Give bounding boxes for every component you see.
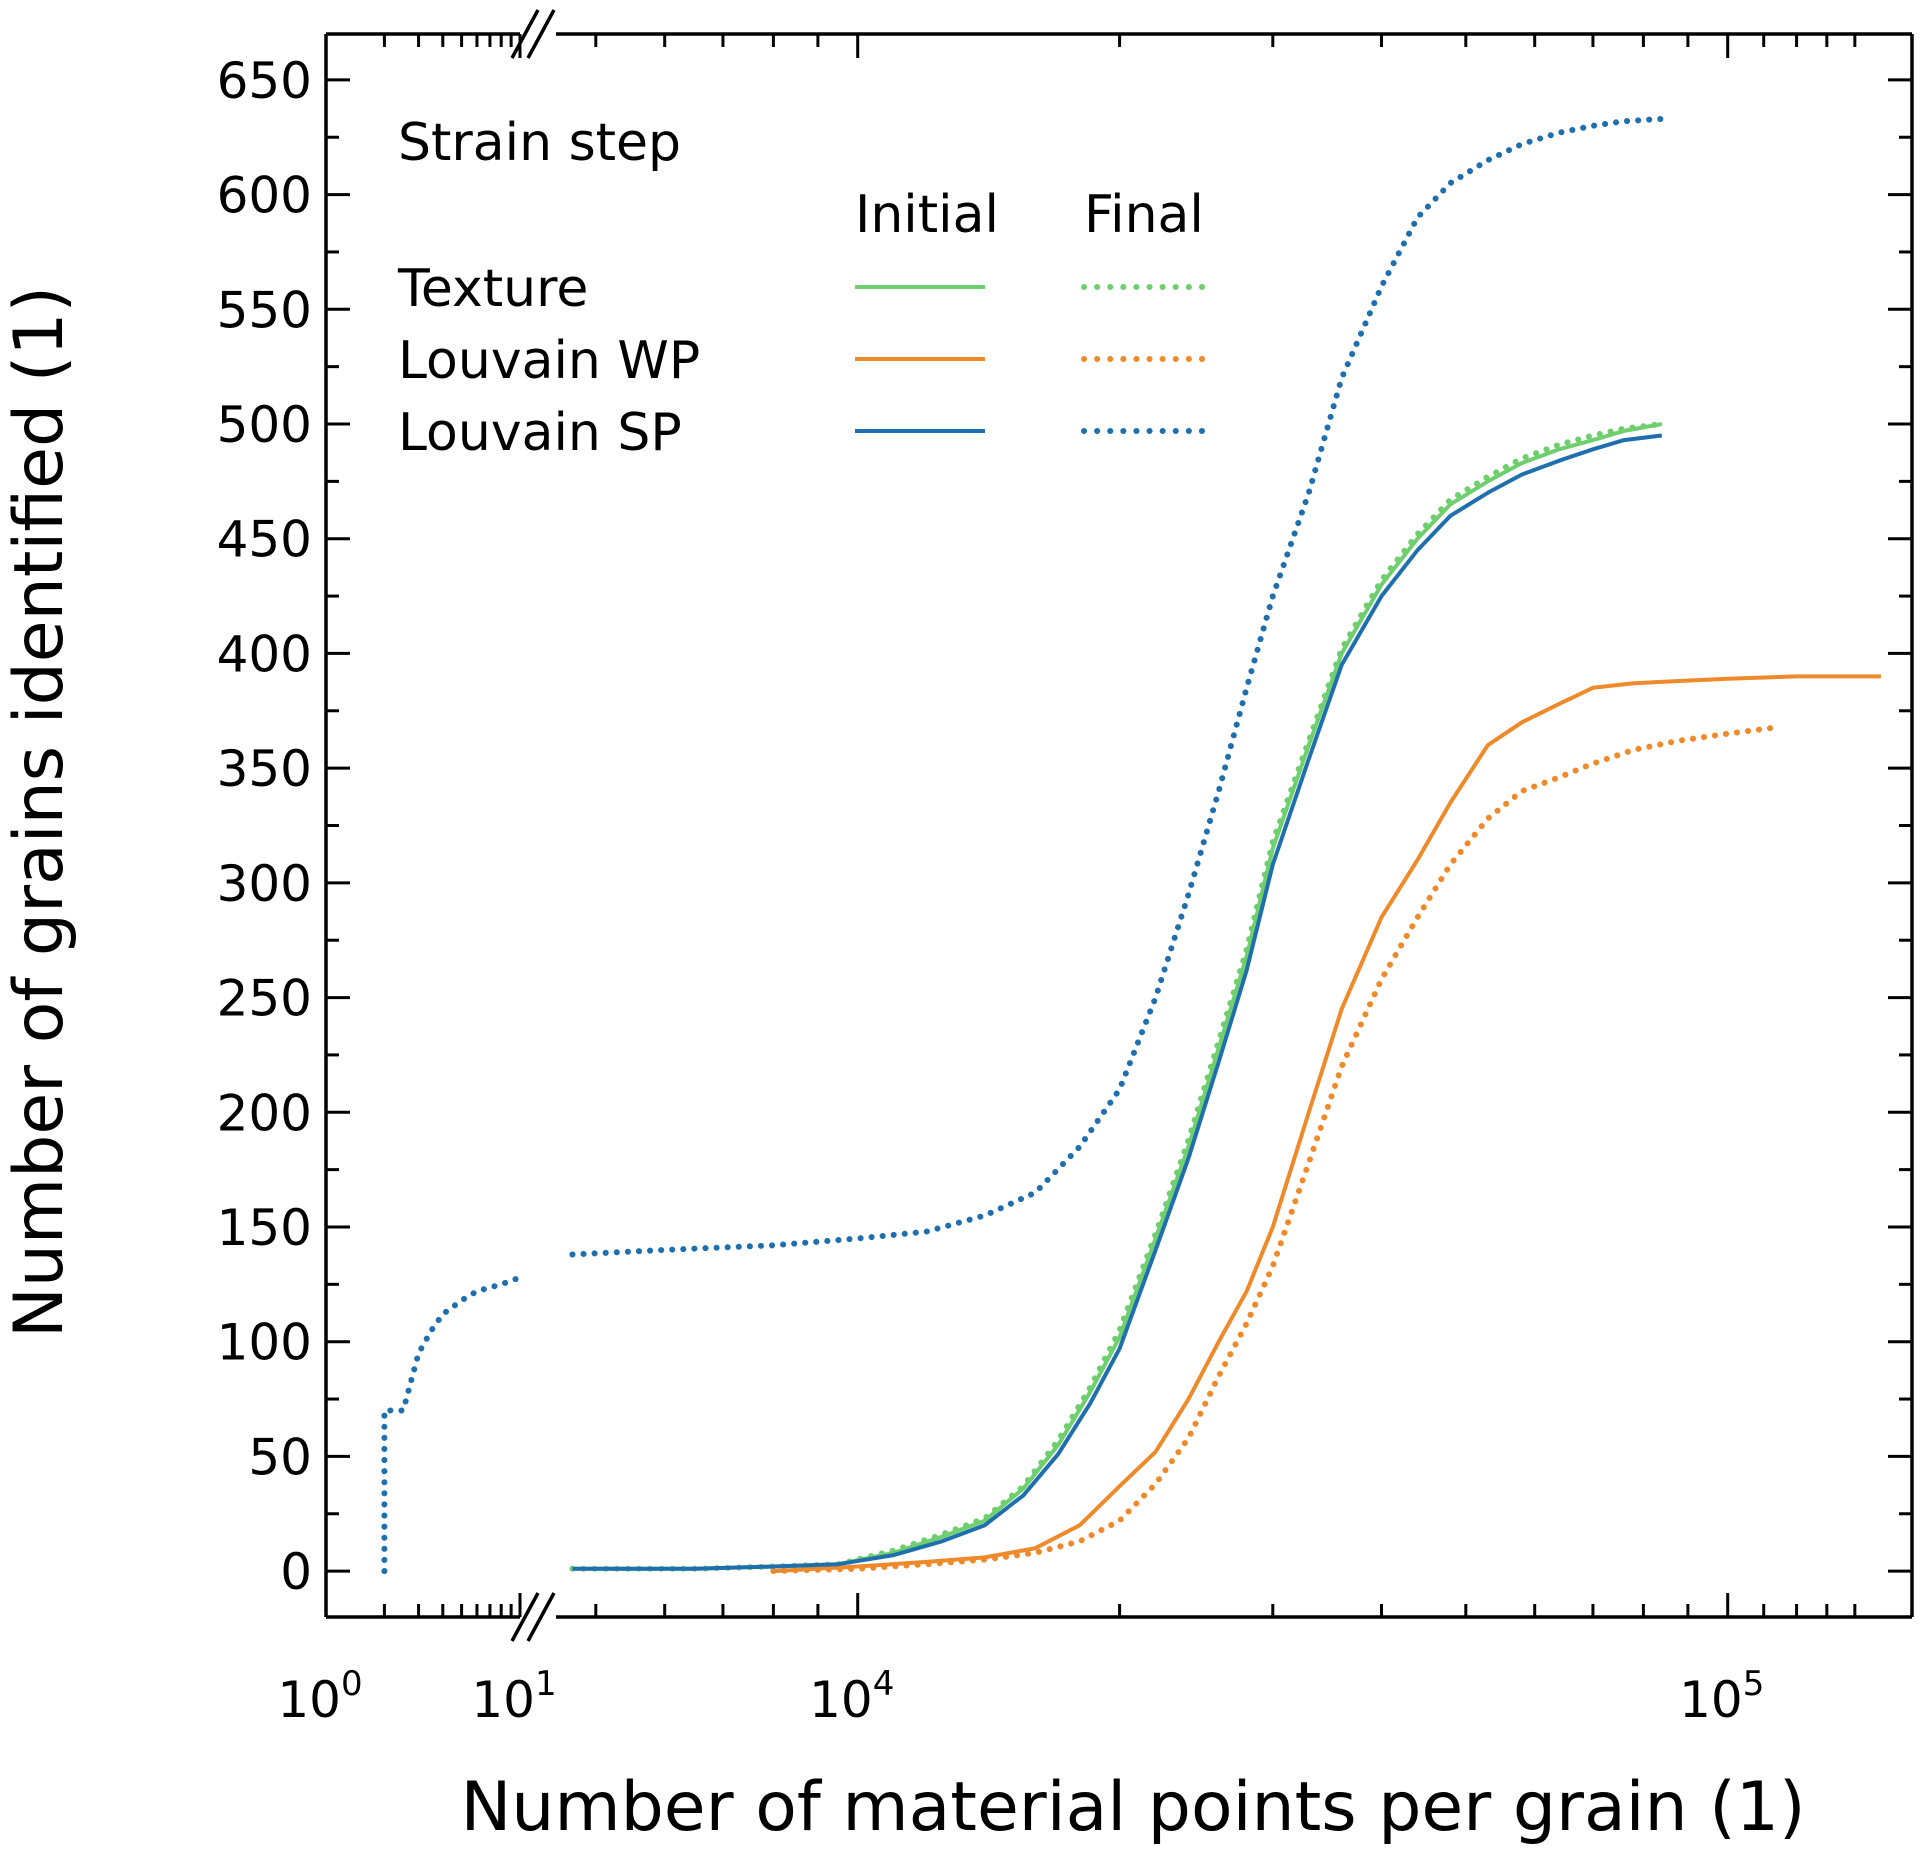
y-tick-label: 550 — [217, 281, 312, 339]
plot-series — [381, 115, 1881, 1575]
legend-title: Strain step — [398, 113, 681, 173]
legend: Strain step Initial Final Texture Louvai… — [397, 113, 1215, 463]
axis-break-mark-top-a — [510, 9, 540, 59]
y-tick-label: 250 — [217, 970, 312, 1028]
legend-col-initial: Initial — [855, 185, 999, 245]
y-tick-label: 50 — [248, 1428, 312, 1486]
y-tick-label: 0 — [280, 1543, 312, 1601]
y-tick-label: 450 — [217, 511, 312, 569]
series-louvain-sp-final-dots-1 — [381, 1274, 523, 1575]
y-tick-label: 100 — [217, 1314, 312, 1372]
series-texture-initial-line — [572, 422, 1663, 1571]
tick-labels: 0 50 100 150 200 250 300 350 400 450 500 550 600 650 1… — [217, 52, 1765, 1729]
x-tick-label: 101 — [471, 1664, 556, 1729]
x-axis-title: Number of material points per grain (1) — [460, 1768, 1805, 1847]
x-tick-label: 100 — [277, 1664, 362, 1729]
axis-break-mark-bottom-a — [510, 1592, 540, 1642]
y-tick-label: 400 — [217, 625, 312, 683]
x-tick-label: 104 — [809, 1664, 894, 1729]
legend-row-louvain-wp: Louvain WP — [398, 331, 700, 391]
legend-col-final: Final — [1084, 185, 1204, 245]
y-tick-label: 350 — [217, 740, 312, 798]
y-tick-label: 150 — [217, 1199, 312, 1257]
y-tick-label: 300 — [217, 855, 312, 913]
y-tick-label: 200 — [217, 1084, 312, 1142]
axes-frame — [324, 9, 1914, 1642]
y-tick-label: 600 — [217, 167, 312, 225]
x-tick-label: 105 — [1679, 1664, 1764, 1729]
series-louvain-sp-initial-line — [572, 433, 1663, 1571]
series-texture-final-dots — [569, 421, 1665, 1572]
series-louvain-sp-final-dots-2 — [569, 115, 1665, 1258]
y-tick-label: 650 — [217, 52, 312, 110]
legend-row-texture: Texture — [397, 259, 588, 319]
y-axis-title: Number of grains identified (1) — [0, 286, 79, 1338]
y-tick-label: 500 — [217, 396, 312, 454]
legend-row-louvain-sp: Louvain SP — [398, 403, 682, 463]
axis-break-mark-bottom-b — [526, 1592, 556, 1642]
axis-break-mark-top-b — [526, 9, 556, 59]
series-louvain-wp-initial-line — [773, 674, 1881, 1574]
tick-marks — [324, 34, 1912, 1617]
